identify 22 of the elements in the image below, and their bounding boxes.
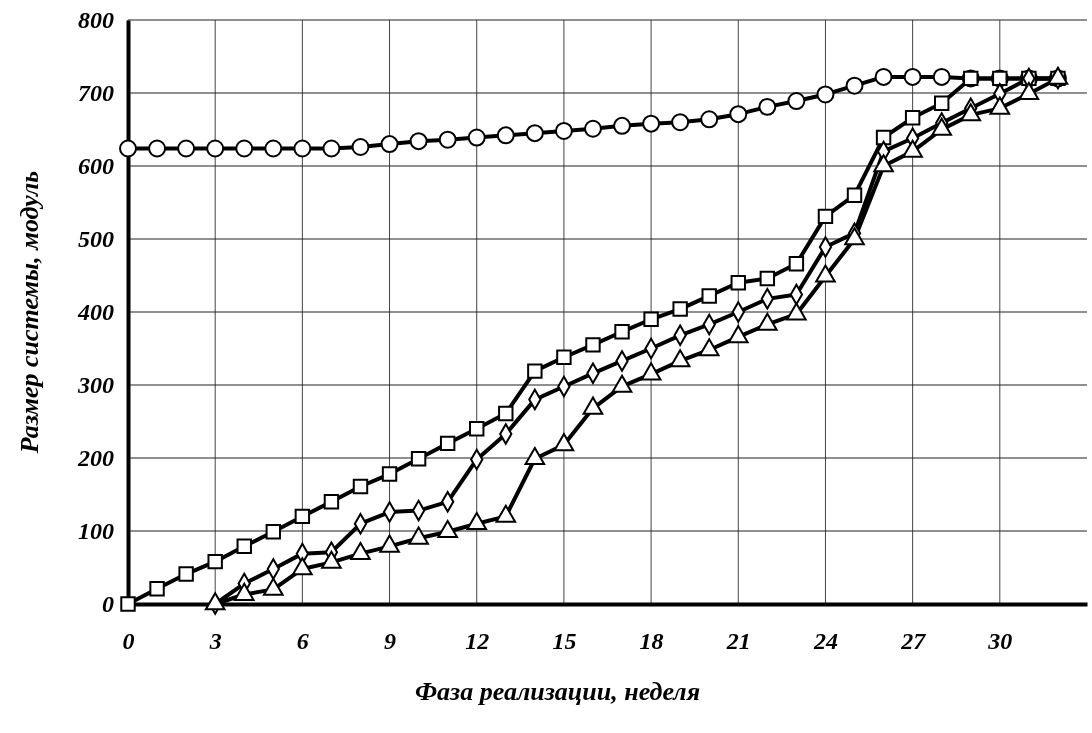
x-tick-label: 30	[987, 628, 1013, 655]
y-tick-label: 200	[77, 445, 114, 472]
y-tick-label: 100	[78, 518, 114, 545]
y-tick-label: 300	[77, 372, 114, 399]
y-tick-label: 400	[77, 299, 114, 326]
y-tick-label: 800	[78, 7, 114, 34]
x-tick-label: 9	[384, 628, 397, 655]
y-tick-label: 500	[78, 226, 114, 253]
x-tick-label: 15	[552, 628, 577, 655]
x-tick-label: 27	[900, 628, 927, 655]
x-tick-label: 18	[639, 628, 664, 655]
x-tick-label: 6	[296, 628, 309, 655]
x-tick-label: 3	[208, 628, 222, 655]
y-axis-title: Размер системы, модуль	[15, 170, 44, 455]
x-axis-title: Фаза реализации, неделя	[414, 677, 701, 706]
x-tick-label: 12	[465, 628, 490, 655]
y-tick-label: 0	[102, 591, 114, 618]
x-tick-label: 24	[812, 628, 838, 655]
x-tick-label: 0	[122, 628, 135, 655]
y-tick-label: 600	[78, 153, 114, 180]
x-tick-label: 21	[725, 628, 751, 655]
y-tick-label: 700	[78, 80, 114, 107]
